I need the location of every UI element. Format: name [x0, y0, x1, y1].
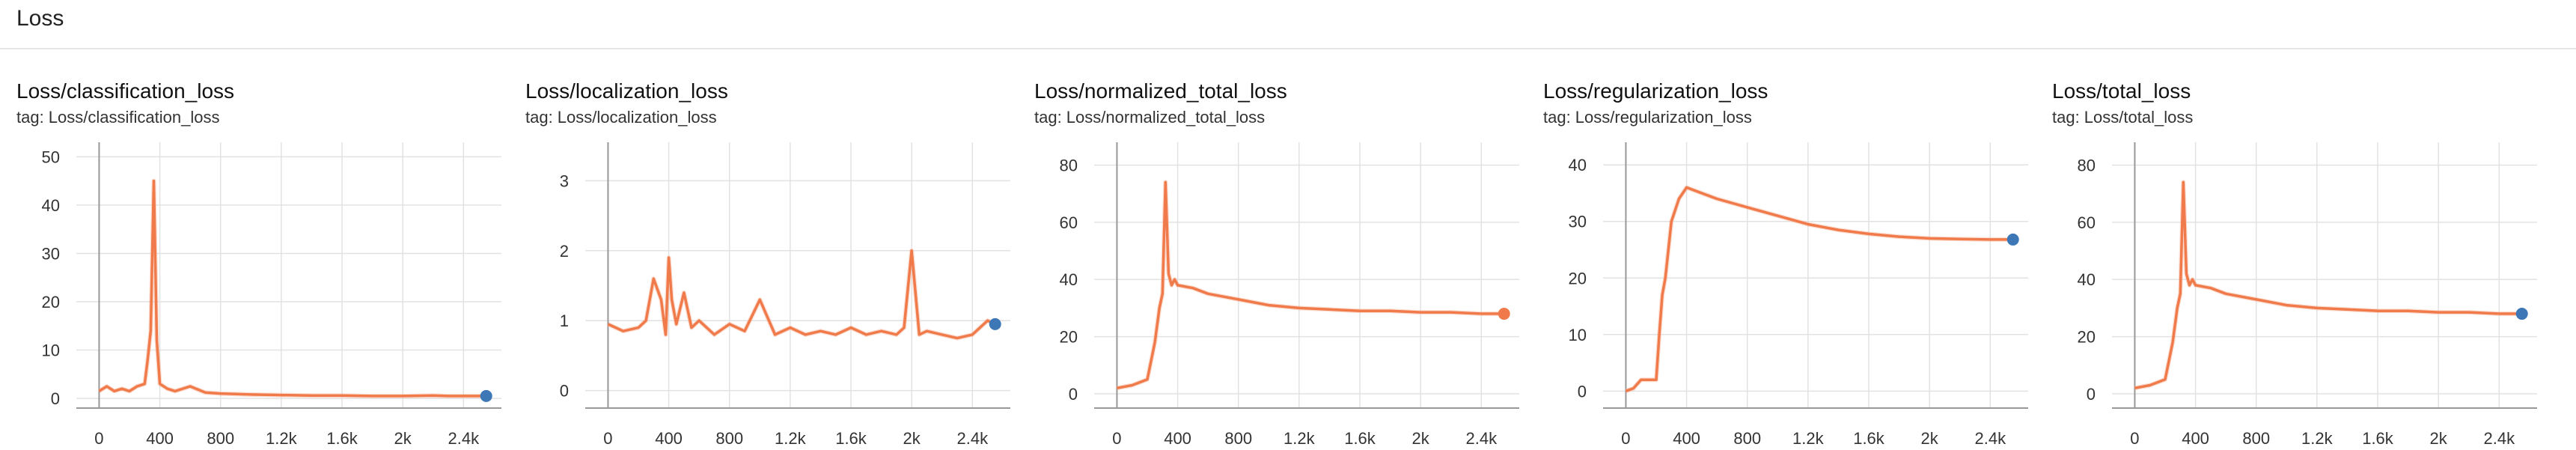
series-line — [1625, 186, 2013, 392]
chart-title: Loss/localization_loss — [525, 79, 728, 103]
x-tick-label: 2.4k — [956, 429, 989, 448]
x-tick-label: 1.6k — [1853, 429, 1885, 448]
y-tick-label: 0 — [51, 389, 60, 408]
x-tick-label: 0 — [603, 429, 612, 448]
chart-tag: tag: Loss/classification_loss — [16, 108, 220, 127]
y-tick-label: 40 — [1060, 270, 1078, 289]
y-tick-label: 0 — [2087, 385, 2096, 404]
y-tick-label: 60 — [2078, 213, 2096, 232]
series-line-raw — [2134, 180, 2522, 391]
y-tick-label: 2 — [560, 242, 569, 261]
x-tick-label: 0 — [1621, 429, 1630, 448]
y-tick-label: 1 — [560, 311, 569, 330]
chart-title: Loss/classification_loss — [16, 79, 235, 103]
chart-tag: tag: Loss/total_loss — [2052, 108, 2194, 127]
y-tick-label: 20 — [42, 293, 60, 311]
x-tick-label: 800 — [715, 429, 743, 448]
x-tick-label: 800 — [207, 429, 234, 448]
x-tick-label: 2k — [394, 429, 412, 448]
y-tick-label: 40 — [1569, 156, 1587, 174]
x-tick-label: 2k — [2430, 429, 2448, 448]
y-tick-label: 0 — [1578, 382, 1587, 401]
chart-tag: tag: Loss/normalized_total_loss — [1034, 108, 1266, 127]
chart-plot[interactable]: 0 10 20 30 40 50 0 400 800 1.2k 1.6k 2k 2.4k — [16, 135, 510, 450]
x-tick-label: 400 — [655, 429, 683, 448]
x-tick-label: 2k — [1412, 429, 1430, 448]
x-tick-label: 800 — [1733, 429, 1761, 448]
y-tick-label: 10 — [1569, 326, 1587, 344]
y-tick-label: 30 — [42, 244, 60, 263]
y-tick-label: 30 — [1569, 213, 1587, 231]
last-point-marker — [989, 317, 1001, 330]
y-tick-label: 80 — [2078, 156, 2096, 175]
chart-card-regularization-loss: Loss/regularization_loss tag: Loss/regul… — [1543, 75, 2037, 450]
x-tick-label: 400 — [146, 429, 174, 448]
series-line — [2134, 180, 2522, 390]
x-tick-label: 400 — [1164, 429, 1191, 448]
x-tick-label: 1.2k — [266, 429, 298, 448]
last-point-marker — [480, 389, 492, 402]
x-tick-label: 0 — [2130, 429, 2139, 448]
x-tick-label: 1.6k — [2362, 429, 2394, 448]
section-header[interactable]: Loss — [0, 0, 2576, 49]
y-tick-label: 3 — [560, 171, 569, 190]
y-tick-label: 0 — [1069, 385, 1078, 404]
last-point-marker — [1498, 308, 1510, 320]
x-tick-label: 0 — [1112, 429, 1121, 448]
x-tick-label: 0 — [94, 429, 103, 448]
x-tick-label: 800 — [1224, 429, 1252, 448]
y-tick-label: 60 — [1060, 213, 1078, 232]
last-point-marker — [2515, 308, 2528, 320]
chart-plot[interactable]: 0 1 2 3 0 400 800 1.2k 1.6k 2k 2.4k — [525, 135, 1019, 450]
x-tick-label: 2.4k — [1465, 429, 1498, 448]
x-tick-label: 2.4k — [448, 429, 480, 448]
x-tick-label: 1.2k — [1284, 429, 1316, 448]
y-tick-label: 50 — [42, 148, 60, 166]
series-line — [1117, 180, 1504, 390]
last-point-marker — [2006, 233, 2019, 246]
series-line — [607, 249, 996, 340]
x-tick-label: 2.4k — [1974, 429, 2006, 448]
chart-card-localization-loss: Loss/localization_loss tag: Loss/localiz… — [525, 75, 1019, 450]
y-tick-label: 80 — [1060, 156, 1078, 175]
y-tick-label: 10 — [42, 341, 60, 360]
x-tick-label: 2k — [903, 429, 921, 448]
chart-tag: tag: Loss/localization_loss — [525, 108, 717, 127]
series-line-raw — [1116, 180, 1504, 391]
x-tick-label: 1.6k — [1344, 429, 1376, 448]
x-tick-label: 400 — [2182, 429, 2209, 448]
y-tick-label: 40 — [2078, 270, 2096, 289]
y-tick-label: 20 — [2078, 328, 2096, 347]
chart-title: Loss/regularization_loss — [1543, 79, 1768, 103]
y-tick-label: 0 — [560, 382, 569, 401]
chart-card-classification-loss: Loss/classification_loss tag: Loss/class… — [16, 75, 510, 450]
x-tick-label: 1.2k — [775, 429, 807, 448]
x-tick-label: 2k — [1921, 429, 1939, 448]
x-tick-label: 1.2k — [2301, 429, 2334, 448]
series-line-raw — [1625, 185, 2013, 394]
chart-title: Loss/total_loss — [2052, 79, 2191, 103]
x-tick-label: 400 — [1673, 429, 1700, 448]
x-tick-label: 1.6k — [835, 429, 867, 448]
chart-title: Loss/normalized_total_loss — [1034, 79, 1287, 103]
series-line — [98, 179, 486, 398]
chart-tag: tag: Loss/regularization_loss — [1543, 108, 1752, 127]
x-tick-label: 2.4k — [2483, 429, 2515, 448]
y-tick-label: 20 — [1060, 328, 1078, 347]
chart-card-total-loss: Loss/total_loss tag: Loss/total_loss 0 20… — [2052, 75, 2546, 450]
x-tick-label: 1.6k — [326, 429, 358, 448]
y-tick-label: 20 — [1569, 269, 1587, 288]
x-tick-label: 800 — [2242, 429, 2270, 448]
section-title: Loss — [16, 6, 64, 31]
chart-card-normalized-total-loss: Loss/normalized_total_loss tag: Loss/nor… — [1034, 75, 1528, 450]
x-tick-label: 1.2k — [1792, 429, 1825, 448]
y-tick-label: 40 — [42, 196, 60, 215]
